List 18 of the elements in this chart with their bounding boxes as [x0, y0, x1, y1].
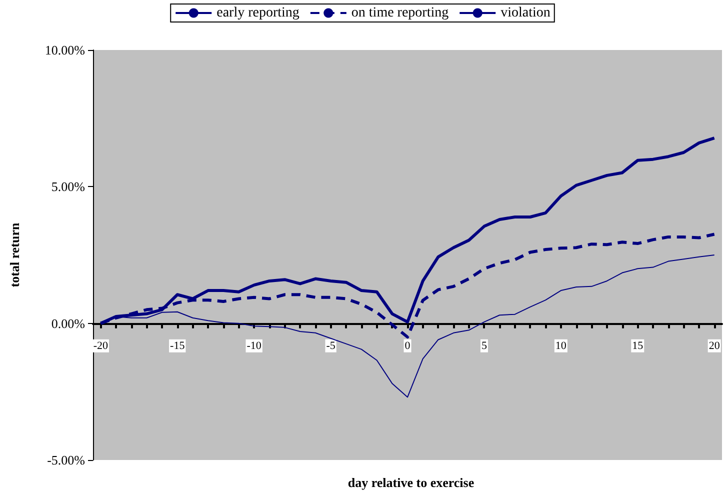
x-tick-label: -20 [93, 340, 108, 352]
legend-label: violation [500, 6, 550, 20]
legend-label: early reporting [216, 6, 300, 20]
x-tick-label: -15 [170, 340, 186, 352]
x-tick-label: 10 [555, 340, 567, 352]
y-tick-label: 0.00% [51, 316, 86, 331]
legend-label: on time reporting [351, 6, 449, 20]
y-tick-label: 10.00% [44, 42, 86, 58]
x-tick-label: -10 [246, 340, 262, 352]
x-tick-label: -5 [326, 340, 336, 352]
y-tick-label: 5.00% [51, 179, 86, 194]
y-axis-title: total return [7, 222, 22, 288]
x-axis-title: day relative to exercise [348, 475, 474, 490]
x-tick-label: 0 [404, 340, 411, 352]
x-tick-label: 20 [708, 340, 720, 352]
x-tick-label: 15 [632, 340, 644, 352]
y-tick-label: -5.00% [47, 452, 86, 468]
x-tick-label: 5 [481, 340, 488, 352]
